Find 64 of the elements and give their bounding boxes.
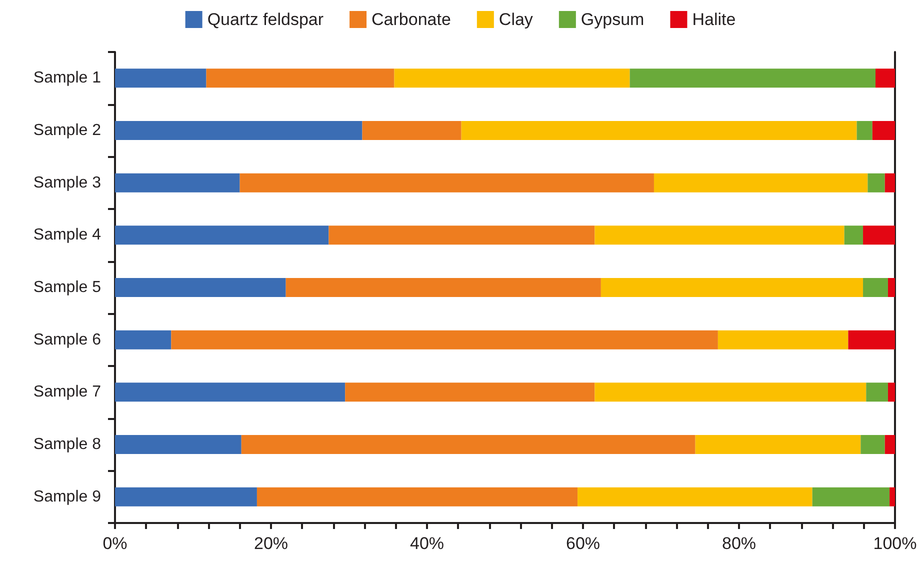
legend-label: Halite: [692, 10, 736, 29]
bar: [115, 435, 242, 454]
bar: [328, 226, 595, 245]
bar: [345, 382, 595, 402]
x-tick-label: 80%: [722, 534, 756, 553]
bar: [256, 487, 578, 506]
bar: [890, 487, 895, 506]
bar: [461, 121, 857, 140]
bar: [240, 173, 654, 192]
bar: [115, 68, 206, 88]
bar: [863, 278, 888, 297]
legend-label: Clay: [498, 10, 534, 29]
x-tick-label: 40%: [410, 534, 444, 553]
y-tick-label: Sample 7: [33, 384, 102, 401]
legend-label: Gypsum: [580, 10, 644, 29]
bar: [115, 173, 240, 192]
y-tick-label: Sample 4: [33, 226, 102, 244]
legend-label: Carbonate: [372, 10, 451, 29]
bar: [115, 487, 257, 506]
bar: [286, 278, 601, 297]
y-tick-label: Sample 6: [33, 331, 102, 348]
bar: [888, 278, 895, 297]
bar: [718, 330, 848, 350]
bar: [115, 382, 346, 402]
bar: [848, 330, 895, 350]
bar: [884, 435, 895, 454]
bar: [115, 330, 172, 350]
bar: [866, 382, 888, 402]
x-tick-label: 100%: [873, 534, 917, 553]
bar: [860, 435, 885, 454]
y-tick-label: Sample 3: [33, 174, 102, 192]
bar: [844, 226, 864, 245]
bar: [856, 121, 872, 140]
bar: [241, 435, 696, 454]
bar: [594, 382, 866, 402]
y-tick-label: Sample 9: [33, 488, 102, 506]
bar: [863, 226, 895, 245]
y-tick-label: Sample 2: [33, 122, 102, 139]
y-tick-label: Sample 5: [33, 279, 102, 296]
x-tick-label: 20%: [254, 534, 288, 553]
bar: [115, 226, 329, 245]
legend-label: Quartz feldspar: [207, 10, 324, 29]
bar: [171, 330, 718, 350]
bar: [868, 173, 885, 192]
x-tick-label: 0%: [102, 534, 128, 553]
bar: [876, 68, 895, 88]
bar: [206, 68, 394, 88]
y-tick-label: Sample 1: [33, 70, 102, 87]
bar: [872, 121, 895, 140]
bar: [654, 173, 868, 192]
bar: [884, 173, 895, 192]
bar: [115, 278, 286, 297]
bar: [630, 68, 876, 88]
bar: [888, 382, 895, 402]
bar: [812, 487, 890, 506]
bar: [115, 121, 362, 140]
y-tick-label: Sample 8: [33, 436, 102, 453]
bar: [578, 487, 812, 506]
bar: [600, 278, 864, 297]
bar: [594, 226, 844, 245]
x-tick-label: 60%: [566, 534, 600, 553]
bar: [695, 435, 861, 454]
bar: [394, 68, 630, 88]
bar: [362, 121, 462, 140]
